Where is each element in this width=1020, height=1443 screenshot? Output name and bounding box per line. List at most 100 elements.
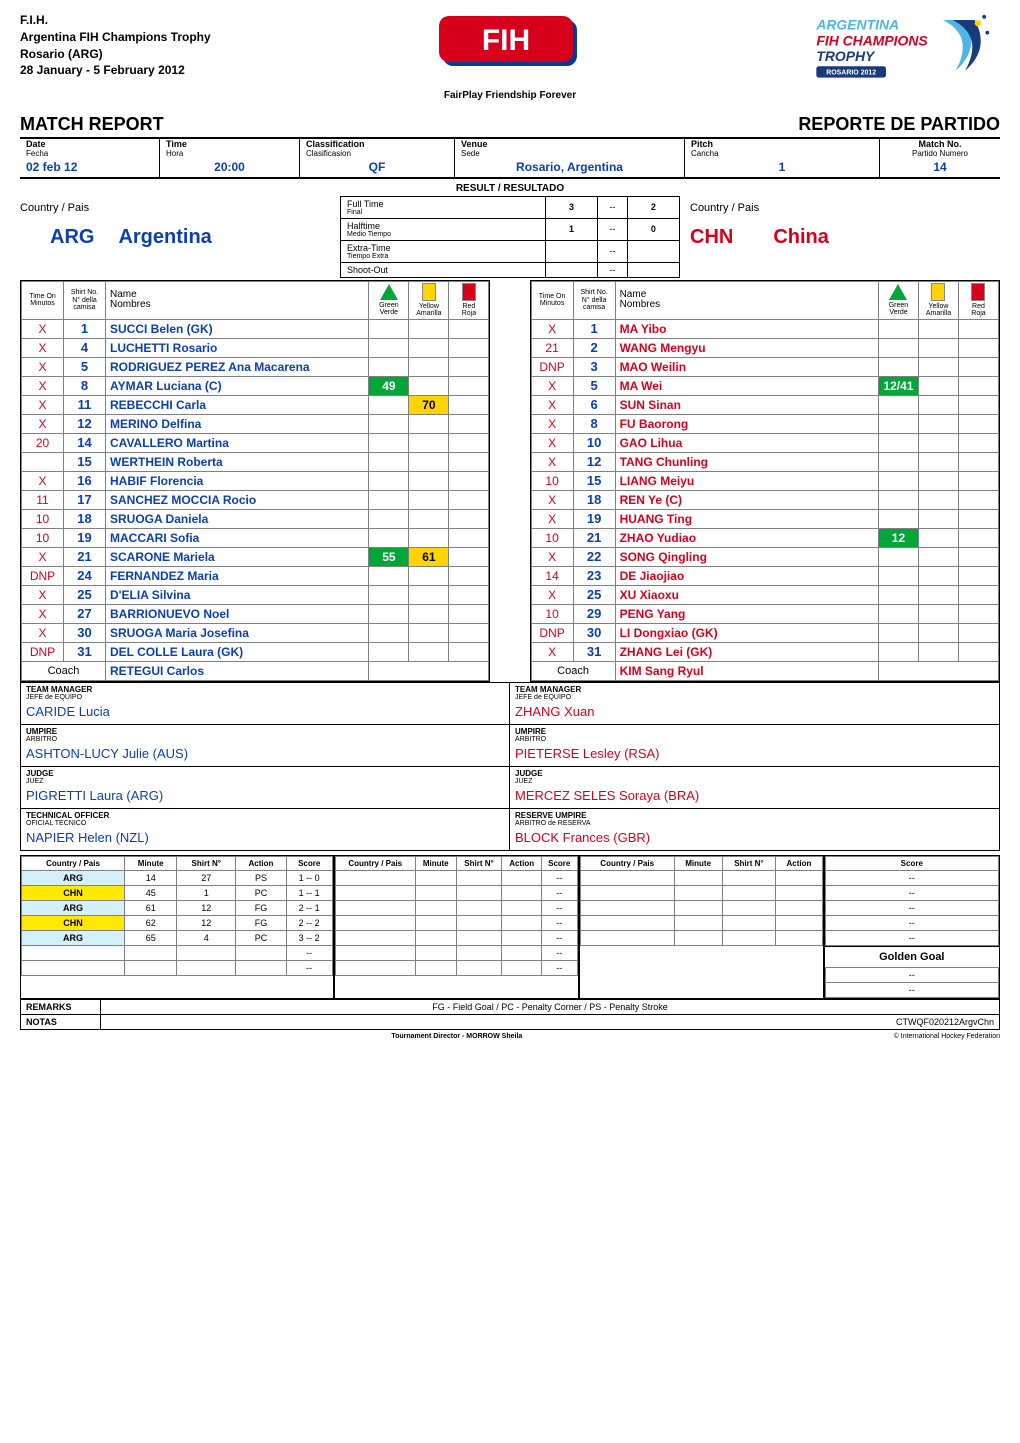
event-cell	[456, 930, 502, 945]
official-label: UMPIRE	[515, 728, 994, 736]
yellow-card-cell	[409, 376, 449, 395]
title-right: REPORTE DE PARTIDO	[798, 114, 1000, 135]
event-cell	[776, 930, 822, 945]
red-card-icon	[462, 283, 476, 301]
shirt-cell: 31	[573, 642, 615, 661]
shirt-cell: 29	[573, 604, 615, 623]
roster-row: X11REBECCHI Carla70	[22, 395, 489, 414]
hdr-text: Green	[889, 302, 908, 309]
remarks-label: REMARKS	[21, 999, 101, 1014]
green-card-cell	[369, 414, 409, 433]
hdr-text: Verde	[889, 309, 907, 316]
home-side: Country / Pais ARG Argentina	[20, 196, 340, 249]
roster-row: X6SUN Sinan	[531, 395, 998, 414]
event-header: Score	[286, 856, 332, 870]
roster-row: X12TANG Chunling	[531, 452, 998, 471]
away-roster-table: Time OnMinutos Shirt No.N° della camisa …	[531, 281, 999, 681]
event-cell	[580, 885, 674, 900]
score-table: Full TimeFinal3--2HalftimeMedio Tiempo1-…	[340, 196, 680, 278]
red-card-cell	[449, 376, 489, 395]
hdr-text: Yellow	[419, 303, 439, 310]
hdr-green-card: GreenVerde	[369, 281, 409, 319]
event-cell: --	[541, 915, 577, 930]
time-on-cell: 10	[531, 471, 573, 490]
red-card-cell	[449, 604, 489, 623]
notas-label: NOTAS	[21, 1014, 101, 1029]
event-score: 1 -- 0	[286, 870, 332, 885]
roster-row: 15WERTHEIN Roberta	[22, 452, 489, 471]
result-title: RESULT / RESULTADO	[20, 183, 1000, 194]
event-cell	[502, 945, 541, 960]
official-box: RESERVE UMPIREARBITRO de RESERVABLOCK Fr…	[510, 809, 999, 850]
green-card-icon	[380, 284, 398, 300]
roster-row: X12MERINO Delfina	[22, 414, 489, 433]
official-name: ZHANG Xuan	[515, 704, 994, 719]
hdr-shirt: Shirt No.N° della camisa	[573, 281, 615, 319]
event-cell	[502, 870, 541, 885]
hdr-text: Minutos	[540, 300, 565, 307]
player-name-cell: REBECCHI Carla	[106, 395, 369, 414]
events-right: Country / PaisMinuteShirt N°Action	[579, 855, 824, 999]
event-header: Shirt N°	[722, 856, 776, 870]
roster-row: 212WANG Mengyu	[531, 338, 998, 357]
yellow-card-cell: 61	[409, 547, 449, 566]
event-row: ARG1427PS1 -- 0	[22, 870, 333, 885]
yellow-card-cell	[918, 414, 958, 433]
time-on-cell: 20	[22, 433, 64, 452]
event-cell: --	[541, 945, 577, 960]
hdr-text: Time On	[29, 293, 56, 300]
green-card-cell: 12/41	[878, 376, 918, 395]
hdr-text: Red	[462, 303, 475, 310]
time-on-cell: X	[22, 414, 64, 433]
event-row: CHN451PC1 -- 1	[22, 885, 333, 900]
remarks-table: REMARKS FG - Field Goal / PC - Penalty C…	[20, 999, 1000, 1030]
fih-logo-icon: FIH	[425, 8, 595, 88]
event-header: Shirt N°	[456, 856, 502, 870]
official-label: TEAM MANAGER	[26, 686, 504, 694]
event-cell: --	[825, 930, 998, 945]
time-on-cell: 10	[531, 604, 573, 623]
time-on-cell: X	[22, 376, 64, 395]
shirt-cell: 12	[573, 452, 615, 471]
fih-logo-block: FIH FairPlay Friendship Forever	[350, 8, 670, 101]
red-card-cell	[958, 414, 998, 433]
event-cell: --	[541, 870, 577, 885]
svg-text:FIH: FIH	[482, 24, 530, 57]
score-row: HalftimeMedio Tiempo1--0	[341, 218, 680, 240]
hdr-text: N° della camisa	[582, 297, 607, 311]
time-on-cell: 14	[531, 566, 573, 585]
home-team-name: Argentina	[104, 216, 221, 249]
footer-copyright: © International Hockey Federation	[894, 1033, 1000, 1040]
red-card-cell	[958, 357, 998, 376]
player-name-cell: SONG Qingling	[615, 547, 878, 566]
player-name-cell: LIANG Meiyu	[615, 471, 878, 490]
roster-row: X5MA Wei12/41	[531, 376, 998, 395]
player-name-cell: MA Yibo	[615, 319, 878, 338]
hdr-text: Shirt No.	[71, 289, 98, 296]
red-card-cell	[449, 642, 489, 661]
time-on-cell: X	[531, 452, 573, 471]
official-label: RESERVE UMPIRE	[515, 812, 994, 820]
event-row: --	[22, 960, 333, 975]
yellow-card-cell	[409, 623, 449, 642]
shirt-cell: 18	[64, 509, 106, 528]
meta-time-sub: Hora	[166, 150, 293, 159]
meta-class-value: QF	[306, 160, 448, 174]
event-cell	[722, 900, 776, 915]
country-pais-label-right: Country / Pais	[680, 202, 1000, 214]
red-card-cell	[449, 357, 489, 376]
yellow-card-cell	[918, 547, 958, 566]
red-card-icon	[971, 283, 985, 301]
event-country: ARG	[22, 930, 125, 945]
event-cell	[456, 945, 502, 960]
score-away	[627, 262, 679, 277]
event-cell: --	[825, 885, 998, 900]
red-card-cell	[449, 585, 489, 604]
time-on-cell: 21	[531, 338, 573, 357]
hdr-name: NameNombres	[106, 281, 369, 319]
meta-classification: Classification Clasificasion QF	[300, 139, 455, 177]
event-country	[22, 960, 125, 975]
home-roster-table: Time OnMinutos Shirt No.N° della camisa …	[21, 281, 489, 681]
event-cell: --	[541, 885, 577, 900]
green-card-cell	[878, 509, 918, 528]
